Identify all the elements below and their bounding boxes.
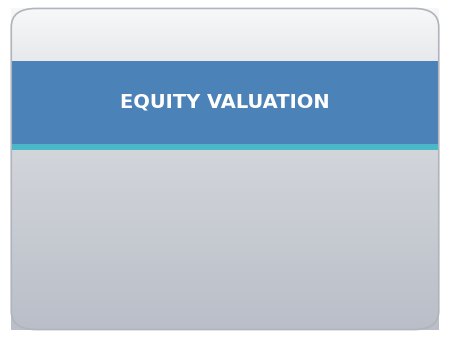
Text: EQUITY VALUATION: EQUITY VALUATION (120, 93, 330, 112)
Bar (11, 144, 439, 150)
Bar (11, 61, 439, 150)
